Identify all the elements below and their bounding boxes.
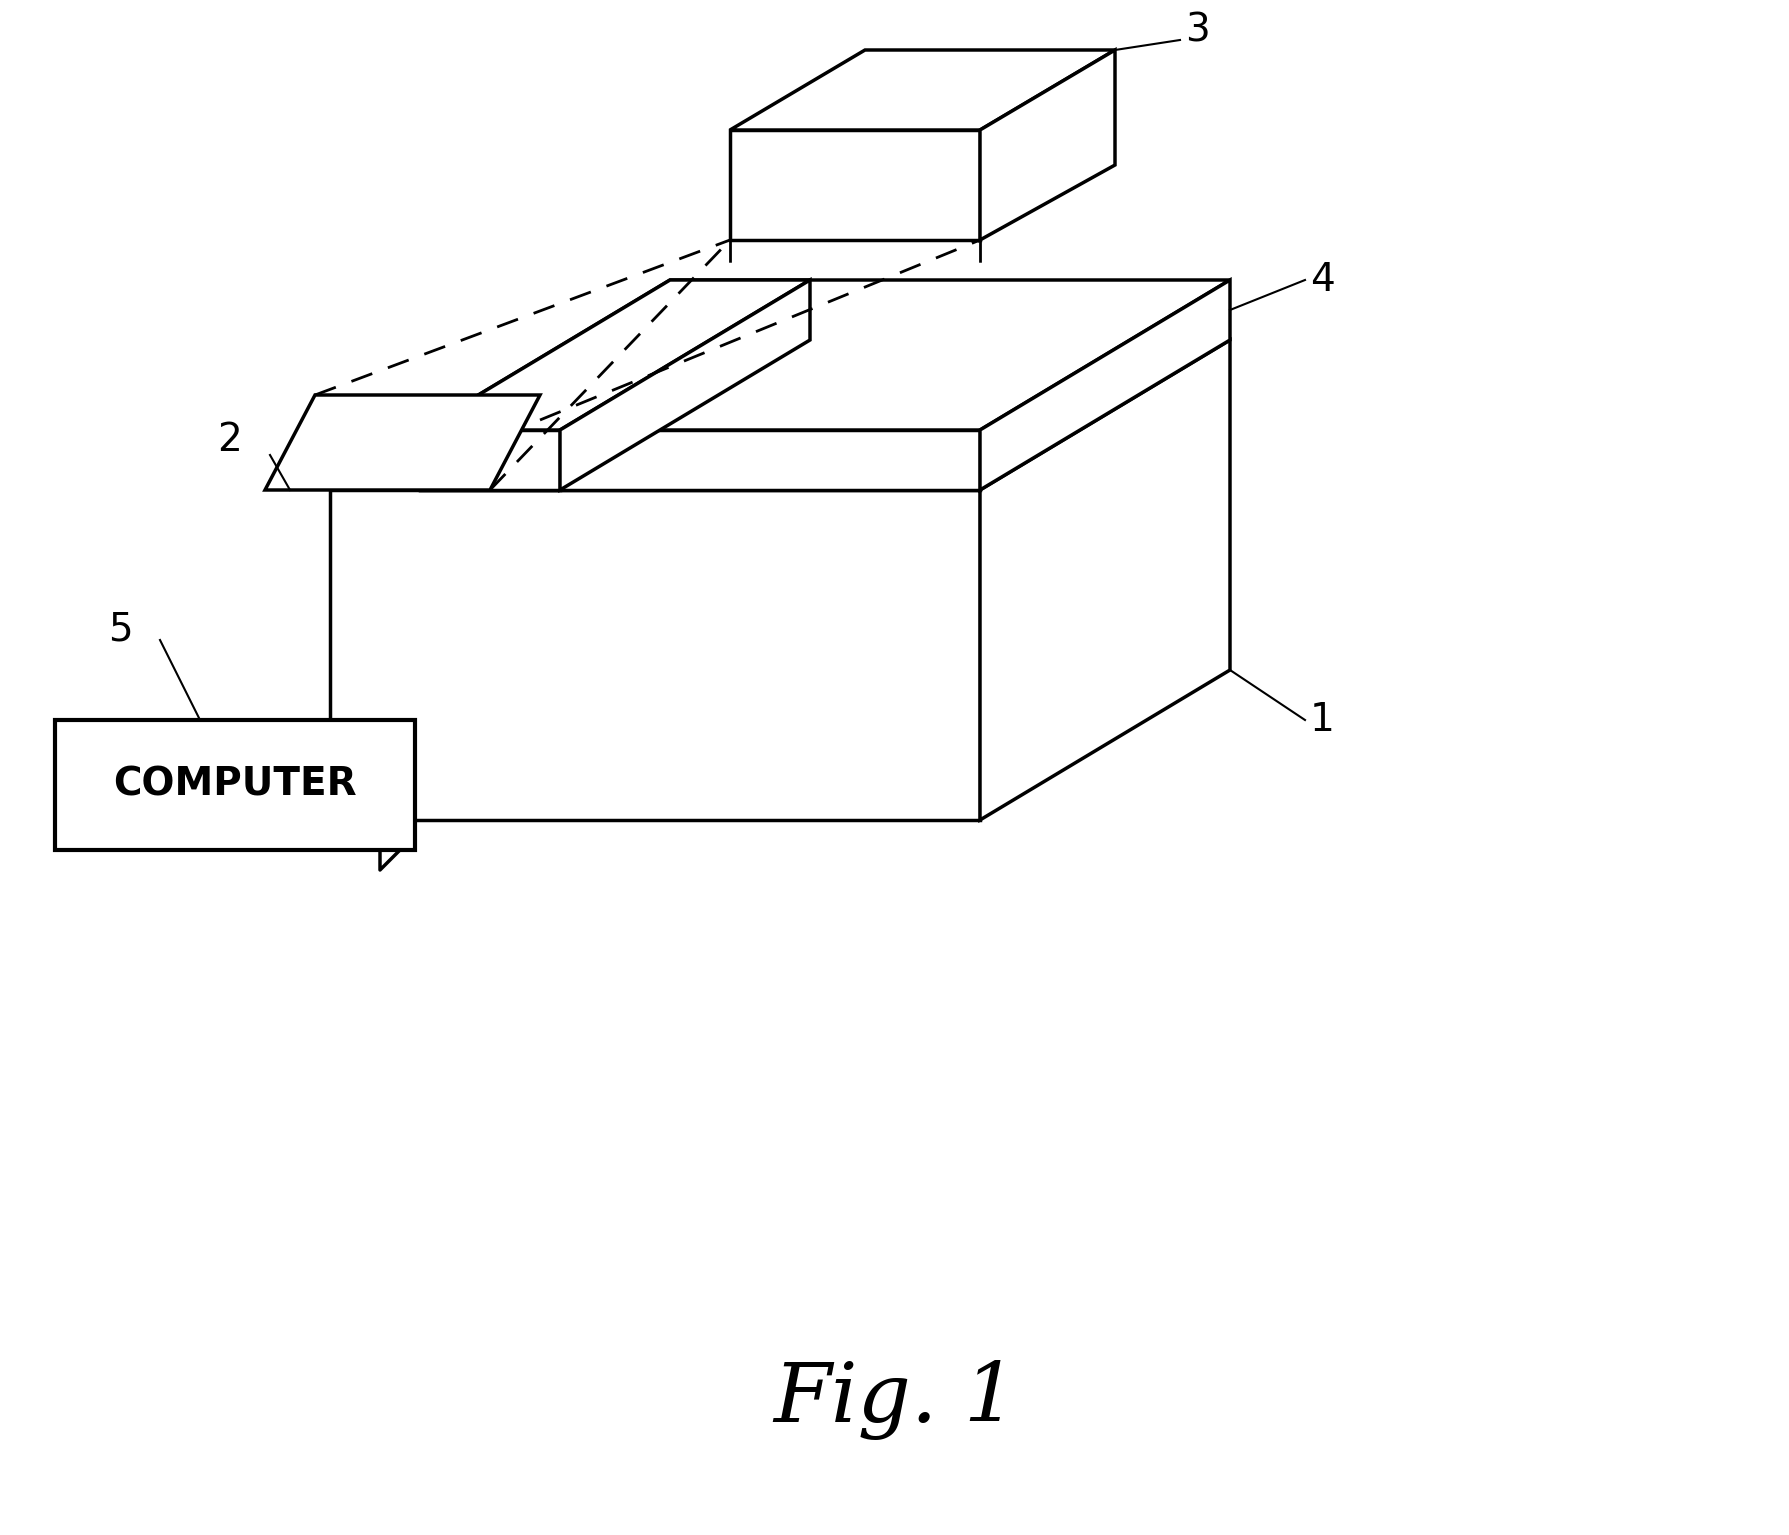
Text: 3: 3 xyxy=(1184,11,1209,49)
Polygon shape xyxy=(979,339,1229,820)
Polygon shape xyxy=(560,279,810,490)
Polygon shape xyxy=(420,279,810,430)
Polygon shape xyxy=(730,51,1115,130)
Polygon shape xyxy=(329,490,979,820)
Text: 4: 4 xyxy=(1310,261,1335,299)
Text: 5: 5 xyxy=(107,611,132,649)
Polygon shape xyxy=(420,430,979,490)
Bar xyxy=(55,720,415,850)
Text: COMPUTER: COMPUTER xyxy=(113,766,356,804)
Polygon shape xyxy=(730,130,979,239)
Text: 1: 1 xyxy=(1310,701,1335,738)
Polygon shape xyxy=(420,430,560,490)
Polygon shape xyxy=(420,279,1229,430)
Text: Fig. 1: Fig. 1 xyxy=(773,1360,1016,1440)
Polygon shape xyxy=(979,51,1115,239)
Polygon shape xyxy=(265,394,540,490)
Text: 2: 2 xyxy=(218,421,242,459)
Polygon shape xyxy=(329,339,1229,490)
Polygon shape xyxy=(979,279,1229,490)
